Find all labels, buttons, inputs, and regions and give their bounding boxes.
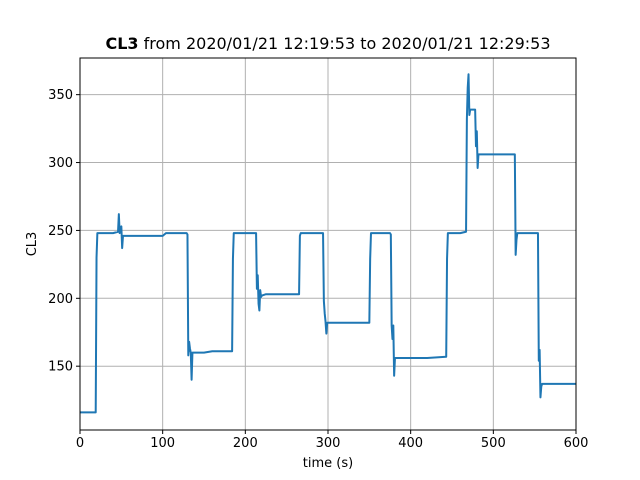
grid bbox=[79, 58, 577, 430]
x-tick-label: 0 bbox=[76, 436, 84, 451]
series-line bbox=[80, 73, 576, 414]
chart-title: CL3 from 2020/01/21 12:19:53 to 2020/01/… bbox=[105, 34, 550, 53]
x-axis-label: time (s) bbox=[303, 456, 353, 471]
x-axis-ticks: 0 100 200 300 400 500 600 bbox=[76, 430, 589, 451]
x-tick-label: 400 bbox=[398, 436, 423, 451]
y-tick-label: 200 bbox=[48, 292, 73, 307]
x-tick-label: 500 bbox=[481, 436, 506, 451]
y-tick-label: 250 bbox=[48, 224, 73, 239]
x-tick-label: 100 bbox=[150, 436, 175, 451]
x-tick-label: 600 bbox=[564, 436, 589, 451]
series-layer bbox=[80, 73, 576, 414]
y-tick-label: 350 bbox=[48, 88, 73, 103]
chart-title-rest: from 2020/01/21 12:19:53 to 2020/01/21 1… bbox=[139, 34, 551, 53]
x-tick-label: 200 bbox=[233, 436, 258, 451]
y-tick-label: 150 bbox=[48, 360, 73, 375]
y-axis-label: CL3 bbox=[25, 232, 40, 257]
x-tick-label: 300 bbox=[316, 436, 341, 451]
y-axis-ticks: 150 200 250 300 350 bbox=[48, 88, 80, 375]
y-tick-label: 300 bbox=[48, 156, 73, 171]
chart-title-bold: CL3 bbox=[105, 34, 138, 53]
